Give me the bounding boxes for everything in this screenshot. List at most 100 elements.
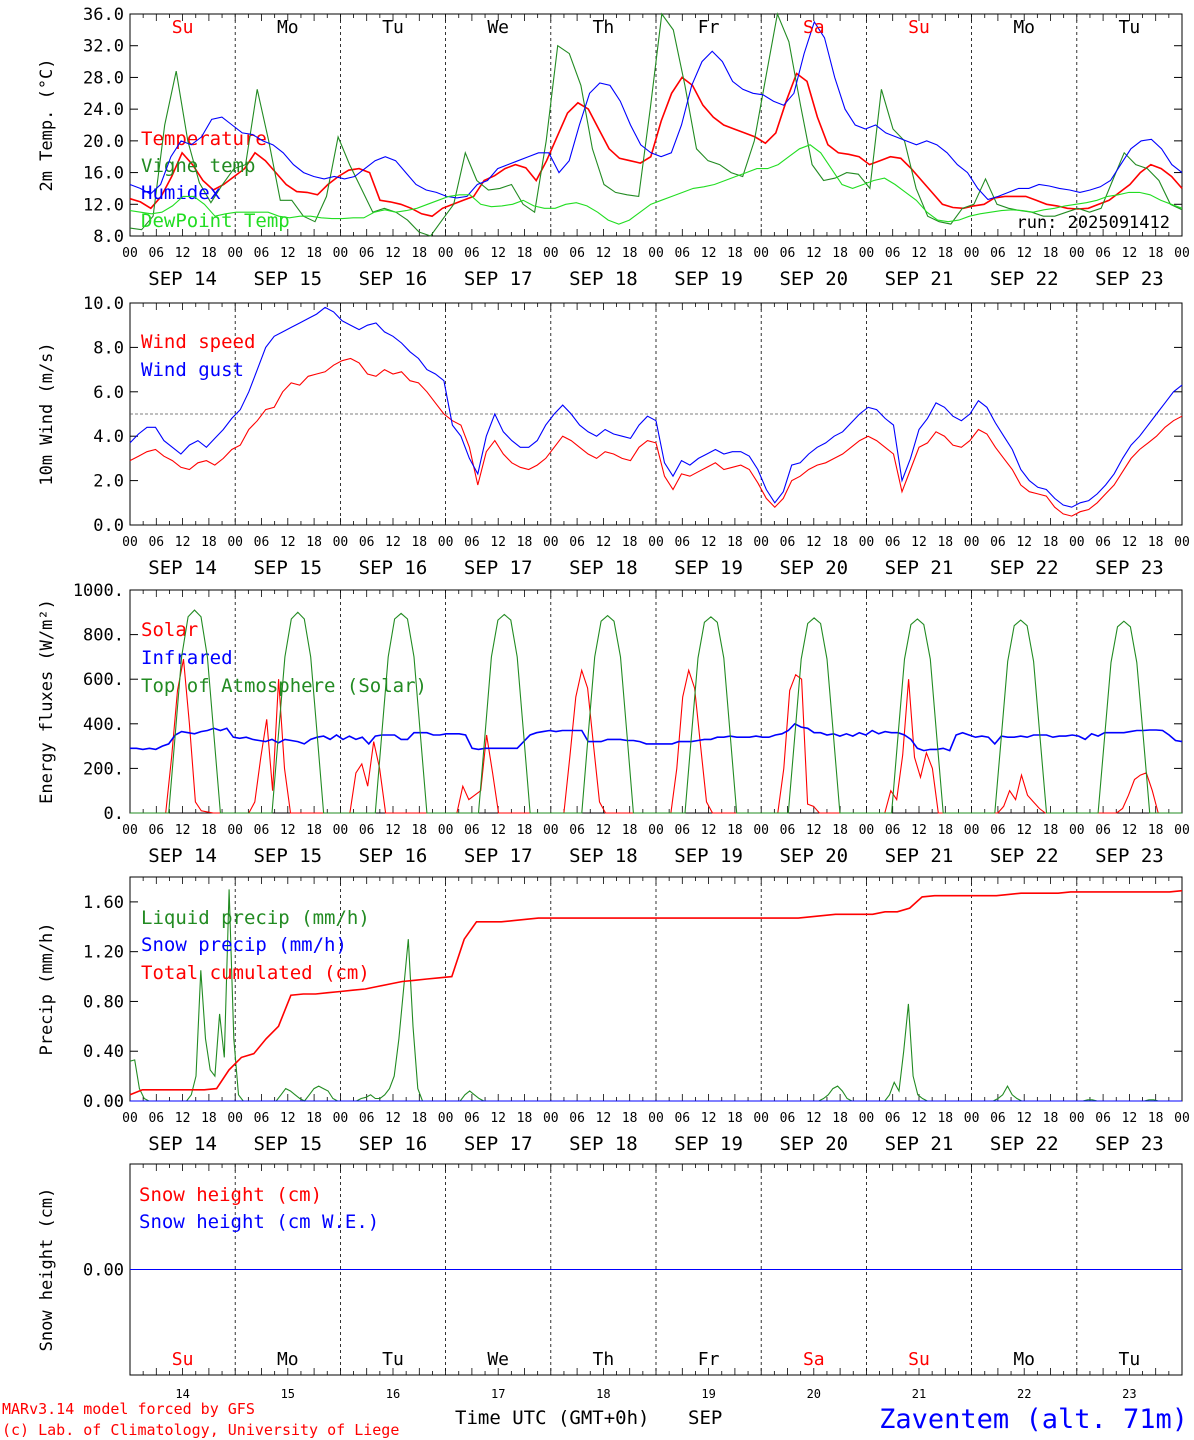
hour-label: 00 — [648, 246, 664, 261]
hour-label: 00 — [1069, 1111, 1085, 1126]
y-tick-label: 36.0 — [83, 5, 124, 25]
hour-label: 06 — [359, 246, 375, 261]
hour-label: 18 — [832, 535, 848, 550]
hour-label: 12 — [1016, 823, 1032, 838]
weekday-label: Sa — [803, 1349, 825, 1370]
hour-label: 12 — [596, 246, 612, 261]
hour-label: 18 — [411, 823, 427, 838]
hour-label: 18 — [727, 535, 743, 550]
hour-label: 18 — [937, 823, 953, 838]
hour-label: 12 — [490, 1111, 506, 1126]
date-label: SEP 18 — [569, 1133, 638, 1155]
hour-label: 06 — [464, 823, 480, 838]
hour-label: 06 — [359, 823, 375, 838]
y-tick-label: 16.0 — [83, 164, 124, 184]
hour-label: 18 — [622, 1111, 638, 1126]
hour-label: 00 — [438, 823, 454, 838]
weekday-label: Tu — [1119, 17, 1141, 38]
hour-label: 00 — [333, 823, 349, 838]
hour-label: 06 — [148, 246, 164, 261]
hour-label: 18 — [1043, 1111, 1059, 1126]
hour-label: 06 — [990, 246, 1006, 261]
day-number: 18 — [596, 1387, 610, 1401]
y-tick-label: 24.0 — [83, 100, 124, 120]
hour-label: 18 — [201, 1111, 217, 1126]
hour-label: 12 — [490, 535, 506, 550]
date-label: SEP 16 — [359, 1133, 428, 1155]
y-tick-label: 1.20 — [83, 943, 124, 963]
hour-label: 00 — [1174, 246, 1190, 261]
hour-label: 06 — [148, 1111, 164, 1126]
hour-label: 18 — [727, 1111, 743, 1126]
hour-label: 12 — [596, 823, 612, 838]
hour-label: 00 — [543, 1111, 559, 1126]
date-label: SEP 14 — [148, 845, 217, 867]
hour-label: 00 — [122, 1111, 138, 1126]
hour-label: 00 — [543, 246, 559, 261]
date-label: SEP 17 — [464, 268, 533, 290]
hour-label: 18 — [1148, 1111, 1164, 1126]
day-number: 19 — [701, 1387, 715, 1401]
date-label: SEP 22 — [990, 845, 1059, 867]
weekday-label: Mo — [277, 1349, 299, 1370]
hour-label: 06 — [780, 823, 796, 838]
y-tick-label: 800. — [83, 626, 124, 646]
hour-label: 18 — [411, 535, 427, 550]
hour-label: 00 — [648, 535, 664, 550]
date-label: SEP 22 — [990, 557, 1059, 579]
day-number: 17 — [491, 1387, 505, 1401]
hour-label: 06 — [990, 535, 1006, 550]
weekday-label: Th — [593, 17, 615, 38]
hour-label: 06 — [464, 1111, 480, 1126]
hour-label: 12 — [280, 1111, 296, 1126]
date-label: SEP 14 — [148, 1133, 217, 1155]
hour-label: 12 — [175, 535, 191, 550]
date-label: SEP 16 — [359, 268, 428, 290]
hour-label: 12 — [175, 246, 191, 261]
hour-label: 06 — [674, 535, 690, 550]
y-tick-label: 0.80 — [83, 992, 124, 1012]
y-axis-label: Energy fluxes (W/m²) — [37, 599, 57, 804]
hour-label: 06 — [254, 246, 270, 261]
weekday-label: Mo — [1013, 17, 1035, 38]
y-axis-label: 10m Wind (m/s) — [37, 342, 57, 485]
hour-label: 18 — [832, 246, 848, 261]
hour-label: 18 — [937, 535, 953, 550]
date-label: SEP 18 — [569, 268, 638, 290]
hour-label: 12 — [701, 823, 717, 838]
hour-label: 12 — [385, 246, 401, 261]
weekday-label: Mo — [1013, 1349, 1035, 1370]
hour-label: 12 — [596, 535, 612, 550]
hour-label: 12 — [1016, 535, 1032, 550]
series-line-wind-speed — [129, 357, 1183, 517]
legend-entry: Solar — [141, 619, 198, 641]
weekday-label: Su — [172, 1349, 194, 1370]
hour-label: 18 — [201, 535, 217, 550]
legend-entry: DewPoint Temp — [141, 210, 290, 232]
hour-label: 06 — [674, 246, 690, 261]
hour-label: 00 — [438, 246, 454, 261]
hour-label: 06 — [464, 246, 480, 261]
weekday-label: Tu — [1119, 1349, 1141, 1370]
hour-label: 00 — [753, 246, 769, 261]
y-axis-label: 2m Temp. (°C) — [37, 58, 57, 191]
hour-label: 00 — [1069, 246, 1085, 261]
series-line-total-cumulated-cm — [129, 889, 1183, 1096]
credit-line-2: (c) Lab. of Climatology, University of L… — [2, 1421, 399, 1439]
hour-label: 06 — [990, 1111, 1006, 1126]
run-annotation: run: 2025091412 — [1016, 213, 1170, 233]
hour-label: 18 — [1148, 823, 1164, 838]
hour-label: 12 — [1122, 535, 1138, 550]
legend-entry: Snow height (cm) — [139, 1184, 322, 1206]
day-number: 20 — [807, 1387, 821, 1401]
y-tick-label: 10.0 — [83, 294, 124, 314]
hour-label: 18 — [622, 535, 638, 550]
day-number: 14 — [175, 1387, 189, 1401]
hour-label: 18 — [517, 246, 533, 261]
legend-entry: Temperature — [141, 128, 267, 150]
legend-entry: Vigne temp — [141, 155, 255, 177]
hour-label: 12 — [911, 535, 927, 550]
y-tick-label: 6.0 — [93, 383, 124, 403]
hour-label: 00 — [964, 823, 980, 838]
hour-label: 06 — [780, 1111, 796, 1126]
